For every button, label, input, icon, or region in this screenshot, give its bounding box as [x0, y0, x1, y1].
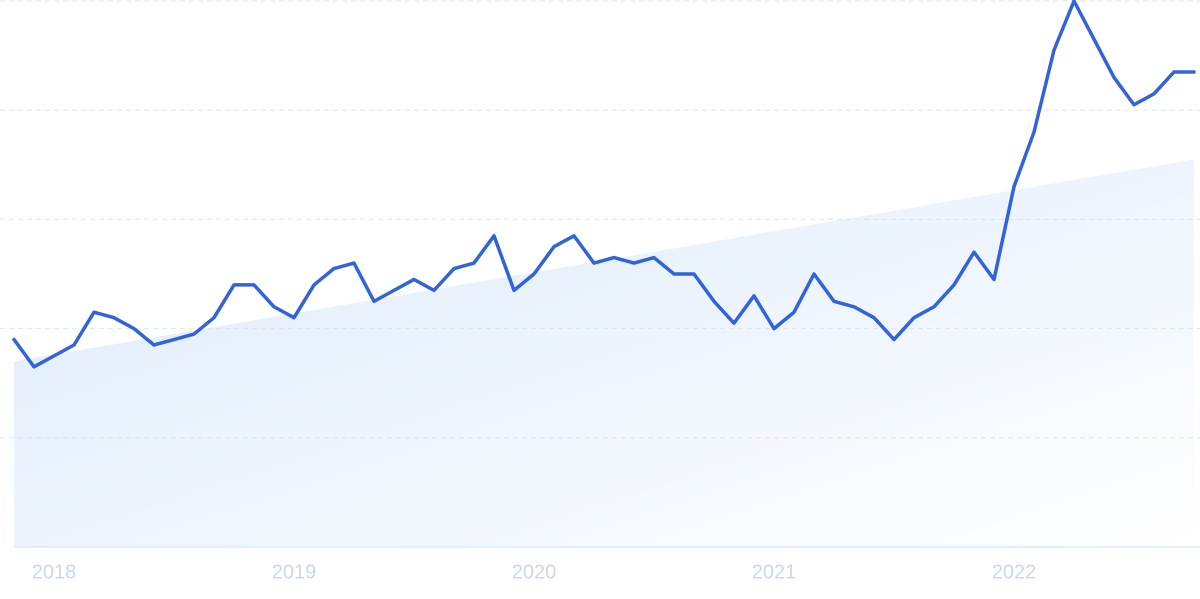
x-tick-label: 2020	[512, 561, 557, 583]
x-tick-label: 2019	[272, 561, 317, 583]
trend-area	[14, 159, 1194, 547]
line	[12, 0, 1196, 369]
x-tick-label: 2021	[752, 561, 797, 583]
x-tick-label: 2022	[992, 561, 1037, 583]
x-tick-label: 2018	[32, 561, 77, 583]
